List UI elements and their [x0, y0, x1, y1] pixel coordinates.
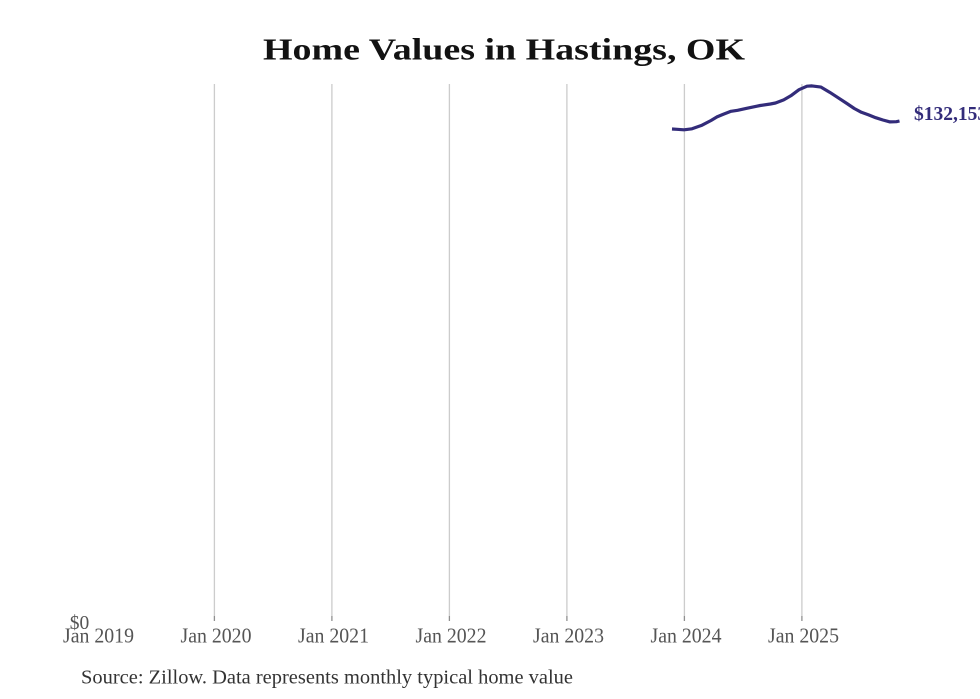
svg-text:$0: $0 — [70, 613, 90, 634]
svg-text:Jan 2022: Jan 2022 — [416, 624, 487, 648]
svg-text:Source: Zillow. Data represent: Source: Zillow. Data represents monthly … — [81, 667, 573, 688]
svg-text:Jan 2020: Jan 2020 — [181, 624, 252, 648]
svg-text:Jan 2024: Jan 2024 — [651, 624, 722, 648]
svg-text:Home Values in Hastings, OK: Home Values in Hastings, OK — [263, 31, 745, 66]
svg-text:Jan 2019: Jan 2019 — [63, 624, 134, 648]
svg-text:Jan 2025: Jan 2025 — [768, 624, 839, 648]
svg-text:Jan 2023: Jan 2023 — [533, 624, 604, 648]
svg-text:$132,153: $132,153 — [914, 104, 980, 125]
svg-text:Jan 2021: Jan 2021 — [298, 624, 369, 648]
